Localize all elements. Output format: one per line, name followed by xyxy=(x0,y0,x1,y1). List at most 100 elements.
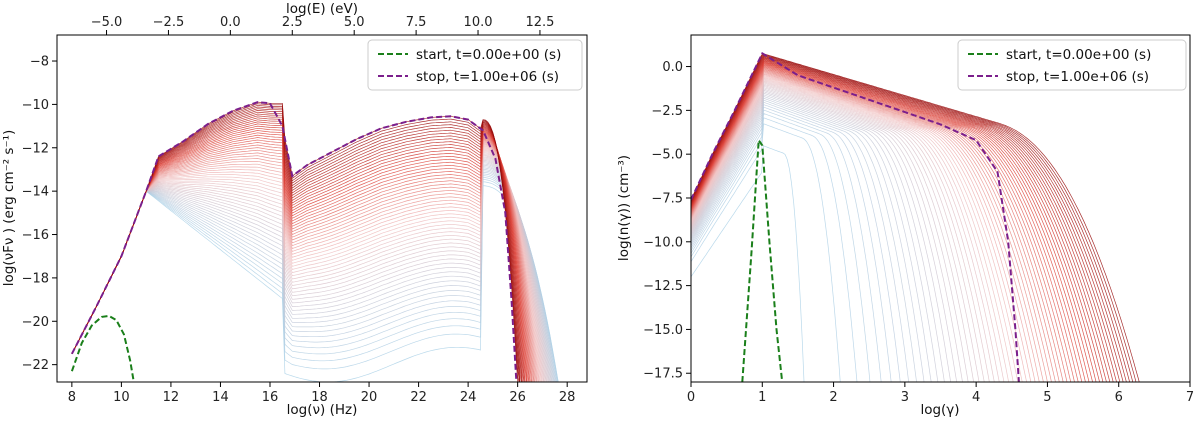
left-evolution-curve xyxy=(71,159,550,382)
right-evolution-curve xyxy=(691,81,995,382)
left-evolution-curve xyxy=(71,148,541,382)
right-x-axis-label: log(γ) xyxy=(920,402,959,418)
right-evolution-curve xyxy=(691,89,958,382)
x-tick-label: 22 xyxy=(410,390,427,405)
right-y-axis: −17.5 −15.0 −12.5 −10.0 −7.5 −5.0 −2.5 0.0 xyxy=(643,60,691,382)
left-top-x-axis: −5.0 −2.5 0.0 2.5 5.0 7.5 10.0 12.5 xyxy=(91,15,554,35)
right-evolution-curve xyxy=(691,96,932,382)
right-evolution-curve xyxy=(691,82,990,382)
right-evolution-curve xyxy=(691,97,925,382)
y-tick-label: −5.0 xyxy=(651,148,683,163)
right-evolution-curve xyxy=(691,85,975,382)
x-tick-label: 28 xyxy=(559,390,576,405)
right-evolution-curve xyxy=(691,65,1072,382)
x-tick-label: 10 xyxy=(113,390,130,405)
right-y-axis-label: log(n(γ)) (cm⁻³) xyxy=(616,155,632,261)
right-evolution-curve xyxy=(691,101,910,382)
y-tick-label: −18 xyxy=(22,271,49,286)
right-legend-start-label: start, t=0.00e+00 (s) xyxy=(1006,47,1151,63)
left-evolution-curve xyxy=(71,104,520,382)
left-legend-stop-label: stop, t=1.00e+06 (s) xyxy=(416,69,559,85)
right-evolution-curve xyxy=(691,99,917,382)
left-y-axis-label: log(νFν ) (erg cm⁻² s⁻¹) xyxy=(1,130,17,287)
right-evolution-curve xyxy=(691,71,1044,382)
right-evolution-curve xyxy=(691,88,963,382)
left-evolution-curve xyxy=(71,151,544,382)
top-tick-label: 2.5 xyxy=(282,15,303,30)
right-evolution-curve xyxy=(691,80,1000,382)
right-evolution-curve xyxy=(691,68,1056,382)
x-tick-label: 6 xyxy=(1115,390,1123,405)
left-evolution-curve xyxy=(71,106,521,382)
right-evolution-curve xyxy=(691,54,1137,382)
right-series-stop-line xyxy=(691,51,1020,382)
left-evolution-curve xyxy=(71,161,550,382)
x-tick-label: 2 xyxy=(829,390,837,405)
right-evolution-curve xyxy=(691,59,1107,382)
right-evolution-curve xyxy=(691,92,945,382)
right-evolution-curve xyxy=(691,60,1100,382)
y-tick-label: −20 xyxy=(22,315,49,330)
right-evolution-curve xyxy=(691,94,939,382)
x-tick-label: 0 xyxy=(687,390,695,405)
y-tick-label: −12.5 xyxy=(643,279,683,294)
top-tick-label: 12.5 xyxy=(525,15,554,30)
left-x-axis-label: log(ν) (Hz) xyxy=(287,402,358,418)
right-evolution-curve xyxy=(691,62,1090,382)
left-evolution-curve xyxy=(71,181,559,382)
left-evolution-curve xyxy=(71,142,537,382)
x-tick-label: 4 xyxy=(972,390,980,405)
right-evolution-curve xyxy=(691,64,1079,382)
left-evolution-curve xyxy=(71,164,552,382)
left-evolution-curve xyxy=(71,166,553,382)
left-evolution-curve xyxy=(71,168,555,382)
left-series-start-line xyxy=(70,314,135,382)
right-evolution-curve xyxy=(691,63,1086,382)
right-evolution-curve xyxy=(691,117,858,382)
x-tick-label: 14 xyxy=(212,390,229,405)
left-x-axis: 8 10 12 14 16 18 20 22 24 26 28 xyxy=(68,382,576,405)
left-evolution-curve xyxy=(71,179,559,382)
right-series-start-line xyxy=(741,137,784,382)
left-evolution-curve xyxy=(71,170,555,382)
left-evolution-curve xyxy=(71,158,549,382)
left-y-axis: −22 −20 −18 −16 −14 −12 −10 −8 xyxy=(22,55,57,373)
x-tick-label: 7 xyxy=(1186,390,1194,405)
left-evolution-curve xyxy=(71,145,539,382)
right-evolution-curve xyxy=(691,61,1093,382)
right-evolution-curve xyxy=(691,76,1019,382)
right-evolution-curve xyxy=(691,72,1036,382)
right-legend: start, t=0.00e+00 (s) stop, t=1.00e+06 (… xyxy=(957,39,1187,91)
left-evolution-curve xyxy=(71,143,537,382)
left-evolution-curve xyxy=(71,125,526,382)
y-tick-label: −7.5 xyxy=(651,191,683,206)
left-evolution-curve xyxy=(71,171,556,382)
x-tick-label: 5 xyxy=(1043,390,1051,405)
left-evolution-curve xyxy=(71,157,548,382)
left-axes-frame xyxy=(56,34,588,383)
left-evolution-curve xyxy=(71,108,521,382)
left-evolution-curve xyxy=(71,146,540,382)
left-evolution-curve xyxy=(71,144,538,382)
left-legend: start, t=0.00e+00 (s) stop, t=1.00e+06 (… xyxy=(367,39,583,91)
left-plot-area xyxy=(70,101,559,382)
x-tick-label: 1 xyxy=(758,390,766,405)
right-evolution-curve xyxy=(691,69,1052,382)
right-evolution-curve xyxy=(691,70,1048,382)
right-evolution-curve xyxy=(691,84,980,382)
right-axes-frame xyxy=(690,34,1191,383)
right-evolution-curve xyxy=(691,71,1040,382)
left-evolution-curve xyxy=(71,152,544,382)
left-evolution-curve xyxy=(71,177,558,382)
top-tick-label: −5.0 xyxy=(91,15,123,30)
x-tick-label: 3 xyxy=(901,390,909,405)
x-tick-label: 18 xyxy=(311,390,328,405)
left-legend-box xyxy=(367,39,583,91)
x-tick-label: 8 xyxy=(68,390,76,405)
left-evolution-curve xyxy=(71,173,557,382)
y-tick-label: −2.5 xyxy=(651,104,683,119)
left-evolution-curve xyxy=(71,175,557,382)
right-evolution-curve xyxy=(691,104,901,382)
right-evolution-curve xyxy=(691,65,1075,382)
y-tick-label: −22 xyxy=(22,358,49,373)
